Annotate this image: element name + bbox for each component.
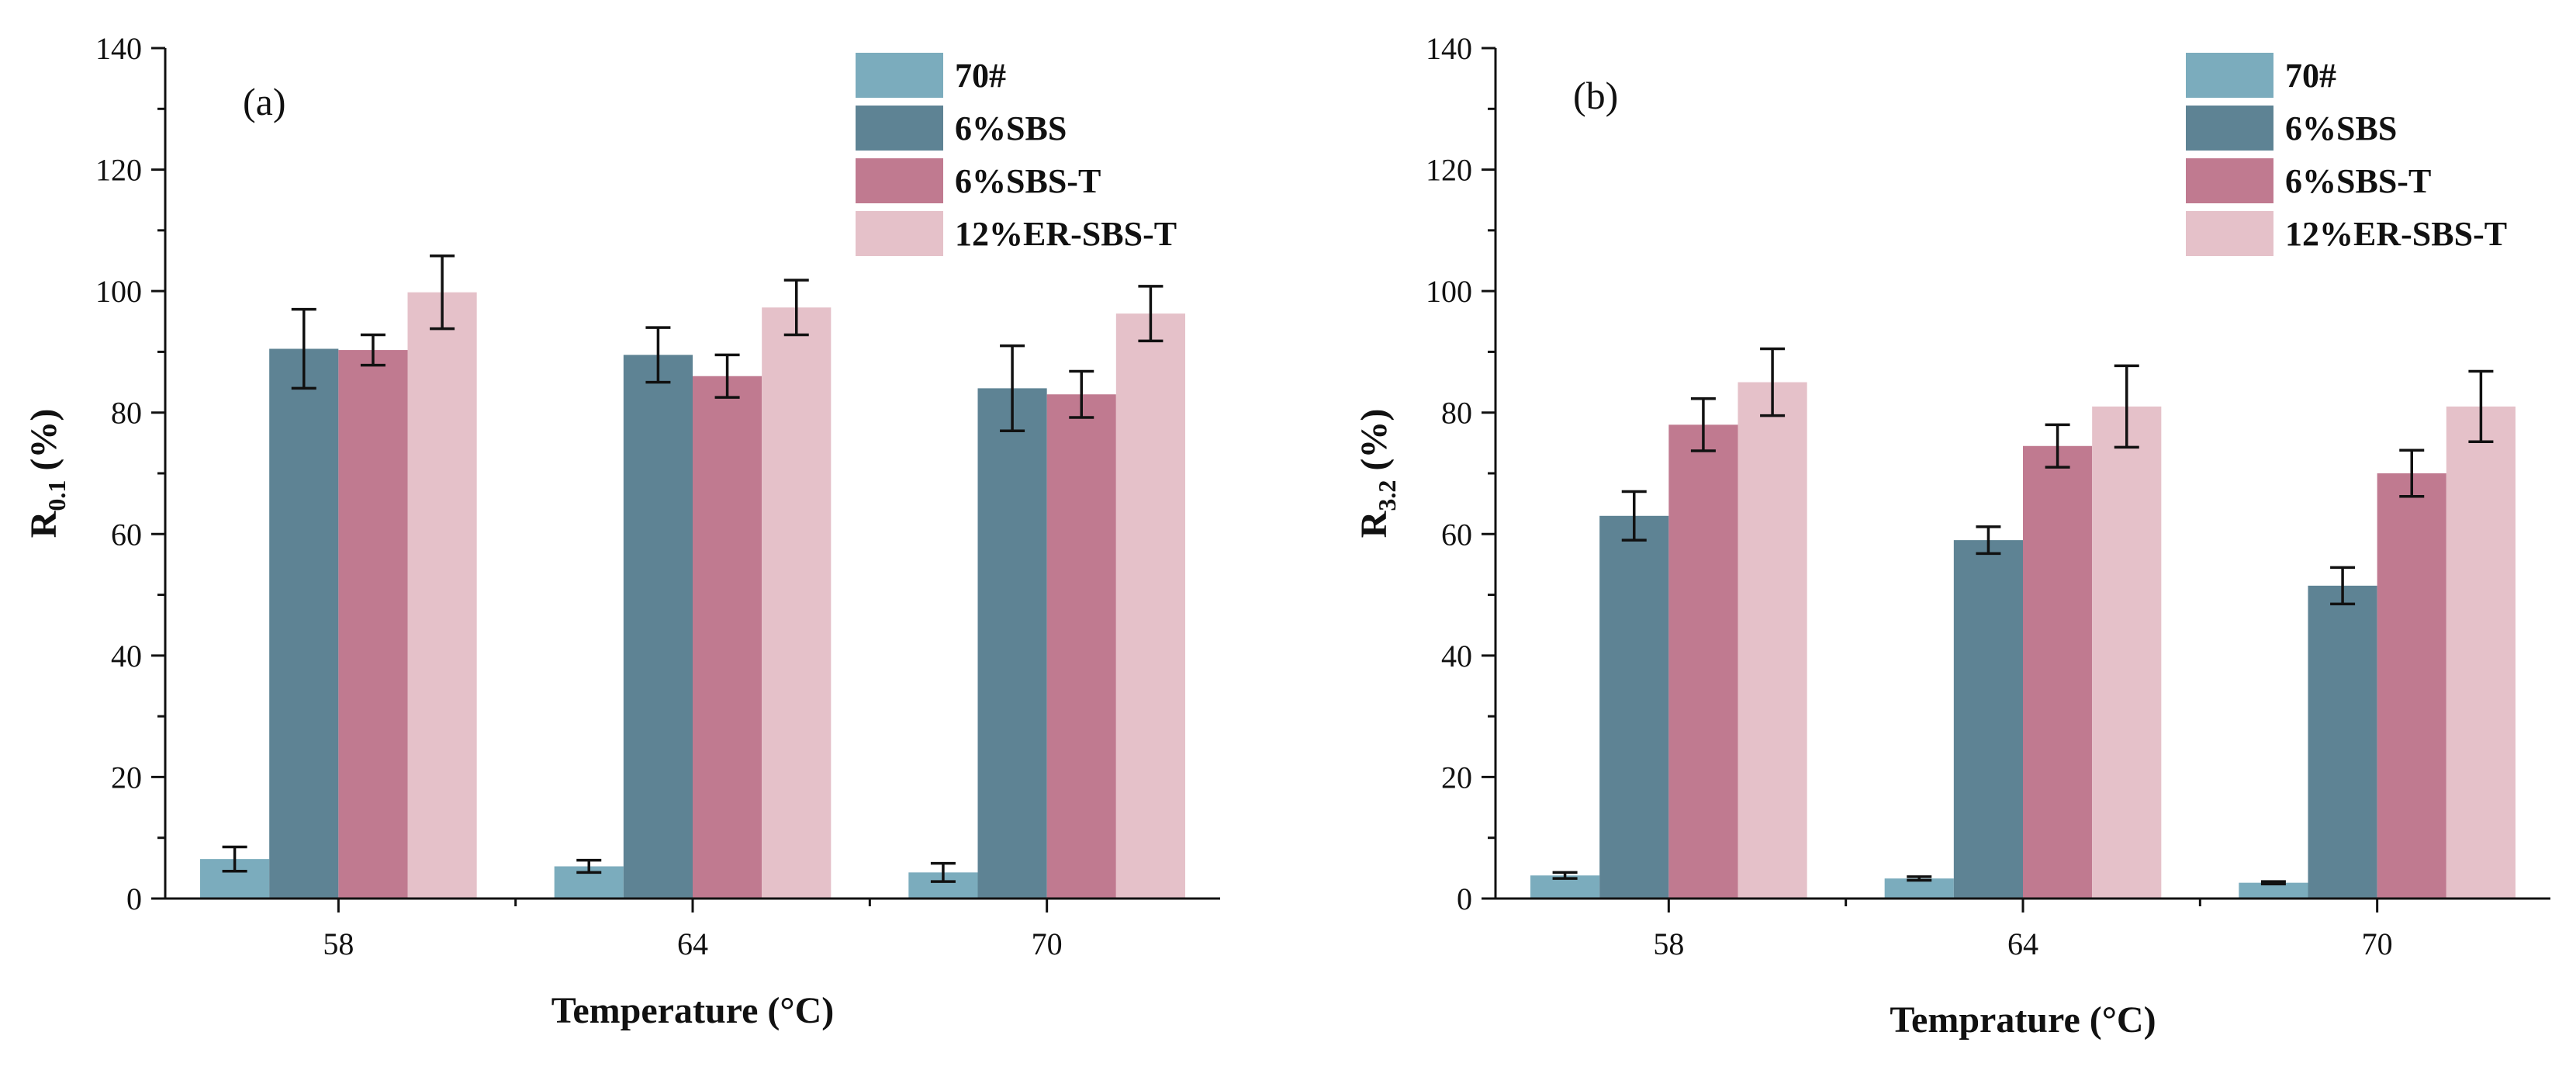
error-bar <box>430 254 455 331</box>
x-tick-label: 70 <box>1032 926 1063 961</box>
x-tick-label: 58 <box>1653 926 1684 961</box>
y-tick-label: 20 <box>1441 760 1472 795</box>
bar-6sbs-70 <box>977 388 1047 899</box>
legend-swatch <box>856 158 943 203</box>
legend-swatch <box>856 53 943 98</box>
error-bar <box>291 307 316 390</box>
bar-12ersbst-70 <box>2446 406 2515 899</box>
error-bar <box>2260 880 2286 885</box>
legend-swatch <box>2186 211 2273 256</box>
legend-label: 6%SBS <box>955 109 1067 147</box>
error-bar <box>2399 448 2425 498</box>
error-bar <box>2114 364 2139 449</box>
legend-label: 12%ER-SBS-T <box>2285 215 2507 253</box>
panel-label: (a) <box>243 80 286 123</box>
x-tick-label: 70 <box>2362 926 2393 961</box>
legend-swatch <box>2186 158 2273 203</box>
error-bar <box>2330 566 2356 606</box>
y-tick-label: 120 <box>1426 153 1472 188</box>
bar-6sbst-70 <box>1046 394 1116 899</box>
legend-label: 70# <box>955 57 1006 95</box>
legend-label: 6%SBS-T <box>955 162 1101 200</box>
y-tick-label: 40 <box>1441 639 1472 674</box>
error-bar <box>222 845 247 873</box>
bar-6sbs-70 <box>2308 585 2377 899</box>
error-bar <box>714 353 740 399</box>
legend: 70# 6%SBS 6%SBS-T 12%ER-SBS-T <box>856 53 1177 256</box>
legend: 70# 6%SBS 6%SBS-T 12%ER-SBS-T <box>2186 53 2507 256</box>
y-axis-title-subscript: 3.2 <box>1373 480 1401 511</box>
bar-6sbst-58 <box>1668 424 1738 899</box>
y-axis-title-unit: (%) <box>1354 409 1395 480</box>
error-bar <box>1760 347 1786 417</box>
y-tick-label: 140 <box>1426 31 1472 66</box>
bar-6sbs-64 <box>623 355 693 899</box>
bar-6sbst-58 <box>338 350 408 899</box>
bar-12ersbst-64 <box>762 307 832 899</box>
legend-swatch <box>856 106 943 151</box>
error-bar <box>1069 369 1094 419</box>
chart-panel-b: 0 20 40 60 80 100 120 140 58 64 70 (b) Temprature (°… <box>1354 31 2550 1041</box>
bar-6sbst-64 <box>2023 445 2093 899</box>
y-tick-label: 80 <box>111 396 142 431</box>
bar-12ersbst-58 <box>407 292 477 899</box>
x-tick-label: 64 <box>677 926 708 961</box>
legend-label: 6%SBS <box>2285 109 2397 147</box>
error-bar <box>645 326 671 384</box>
error-bar <box>2468 369 2494 444</box>
y-tick-label: 60 <box>111 517 142 552</box>
error-bar <box>1690 397 1716 452</box>
legend-swatch <box>2186 106 2273 151</box>
error-bar <box>2045 423 2070 469</box>
bar-6sbst-70 <box>2377 473 2446 899</box>
bar-6sbs-58 <box>269 348 339 899</box>
y-tick-label: 80 <box>1441 396 1472 431</box>
error-bar <box>1621 490 1647 542</box>
bar-6sbs-58 <box>1599 515 1669 899</box>
error-bar <box>1000 344 1025 432</box>
y-tick-label: 60 <box>1441 517 1472 552</box>
bar-70-70 <box>2239 882 2308 899</box>
error-bar <box>576 858 602 874</box>
chart-panel-a: 0 20 40 60 80 100 120 140 58 64 70 (a) Temperature (… <box>23 31 1220 1031</box>
bar-6sbs-64 <box>1953 540 2023 899</box>
y-axis-title-main: R <box>1354 510 1395 538</box>
legend-swatch <box>2186 53 2273 98</box>
legend-swatch <box>856 211 943 256</box>
y-axis-title: R0.1 (%) <box>23 409 71 538</box>
y-axis-title-unit: (%) <box>23 409 64 480</box>
x-tick-label: 64 <box>2007 926 2038 961</box>
error-bar <box>783 279 809 337</box>
bar-6sbst-64 <box>693 376 762 899</box>
bar-70-64 <box>1884 878 1954 899</box>
y-tick-label: 100 <box>95 274 142 309</box>
error-bar <box>1138 285 1164 343</box>
error-bar <box>1552 871 1578 880</box>
bar-12ersbst-64 <box>2092 406 2162 899</box>
error-bar <box>1976 525 2001 556</box>
bar-12ersbst-58 <box>1738 382 1807 899</box>
error-bar <box>360 333 386 367</box>
bar-12ersbst-70 <box>1115 313 1185 899</box>
y-tick-label: 20 <box>111 760 142 795</box>
x-axis-title: Temperature (°C) <box>552 990 834 1031</box>
y-tick-label: 140 <box>95 31 142 66</box>
y-axis-title-main: R <box>23 510 64 538</box>
legend-label: 6%SBS-T <box>2285 162 2431 200</box>
y-axis-title: R3.2 (%) <box>1354 409 1401 538</box>
y-tick-label: 120 <box>95 153 142 188</box>
y-tick-label: 40 <box>111 639 142 674</box>
error-bar <box>930 861 956 883</box>
error-bar <box>1907 875 1932 882</box>
y-tick-label: 100 <box>1426 274 1472 309</box>
x-tick-label: 58 <box>323 926 354 961</box>
legend-label: 70# <box>2285 57 2336 95</box>
y-axis-title-subscript: 0.1 <box>43 480 71 511</box>
legend-label: 12%ER-SBS-T <box>955 215 1177 253</box>
y-tick-label: 0 <box>126 881 142 916</box>
x-axis-title: Temprature (°C) <box>1890 999 2156 1041</box>
panel-label: (b) <box>1573 74 1618 117</box>
y-tick-label: 0 <box>1457 881 1472 916</box>
